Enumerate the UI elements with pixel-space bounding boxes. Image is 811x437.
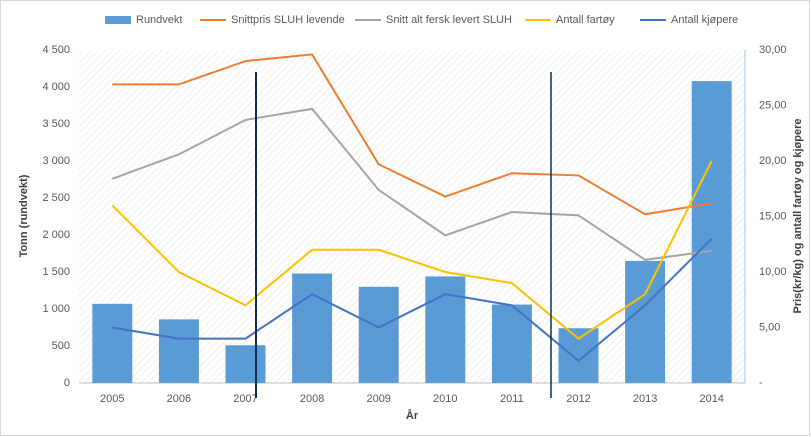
line-series — [112, 237, 713, 363]
y2-tick-label: 20,00 — [759, 155, 787, 167]
x-tick-label: 2007 — [233, 393, 257, 405]
legend-label: Rundvekt — [136, 14, 182, 26]
bar — [625, 260, 666, 383]
y2-tick-label: 30,00 — [759, 44, 787, 56]
bar — [691, 81, 732, 383]
legend-label: Snittpris SLUH levende — [231, 14, 345, 26]
legend-swatch — [105, 16, 131, 24]
bar — [158, 319, 199, 383]
y-tick-label: 1 000 — [42, 303, 70, 315]
y-tick-label: 500 — [52, 340, 70, 352]
line-series — [112, 53, 712, 216]
x-tick-label: 2009 — [366, 393, 390, 405]
bar — [92, 303, 133, 383]
x-tick-label: 2008 — [300, 393, 324, 405]
y2-tick-label: 15,00 — [759, 210, 787, 222]
bar — [558, 328, 599, 383]
x-axis-title: År — [406, 409, 419, 422]
y-tick-label: 1 500 — [42, 266, 70, 278]
legend-label: Snitt alt fersk levert SLUH — [386, 14, 512, 26]
bar — [225, 345, 266, 383]
legend-label: Antall kjøpere — [671, 14, 738, 26]
x-tick-label: 2005 — [100, 393, 124, 405]
bar — [292, 273, 333, 383]
x-tick-label: 2011 — [500, 393, 524, 405]
x-tick-label: 2006 — [167, 393, 191, 405]
x-tick-label: 2010 — [433, 393, 457, 405]
y-tick-label: 2 500 — [42, 192, 70, 204]
y-tick-label: 3 000 — [42, 155, 70, 167]
y2-axis-title: Pris(kr/kg) og antall fartøy og kjøpere — [792, 119, 804, 314]
line-series — [111, 160, 713, 340]
y-tick-label: 4 500 — [42, 44, 70, 56]
bar — [358, 286, 399, 383]
line-series — [111, 107, 712, 261]
y2-tick-label: - — [759, 377, 763, 389]
y-tick-label: 0 — [64, 377, 70, 389]
y2-tick-label: 25,00 — [759, 99, 787, 111]
x-tick-label: 2014 — [699, 393, 723, 405]
y-tick-label: 4 000 — [42, 81, 70, 93]
legend-label: Antall fartøy — [556, 14, 615, 26]
y2-tick-label: 10,00 — [759, 266, 787, 278]
y2-tick-label: 5,00 — [759, 321, 780, 333]
y-tick-label: 2 000 — [42, 229, 70, 241]
bar — [425, 276, 466, 383]
y-tick-label: 3 500 — [42, 118, 70, 130]
x-tick-label: 2013 — [633, 393, 657, 405]
y-axis-title: Tonn (rundvekt) — [18, 174, 30, 257]
x-tick-label: 2012 — [566, 393, 590, 405]
